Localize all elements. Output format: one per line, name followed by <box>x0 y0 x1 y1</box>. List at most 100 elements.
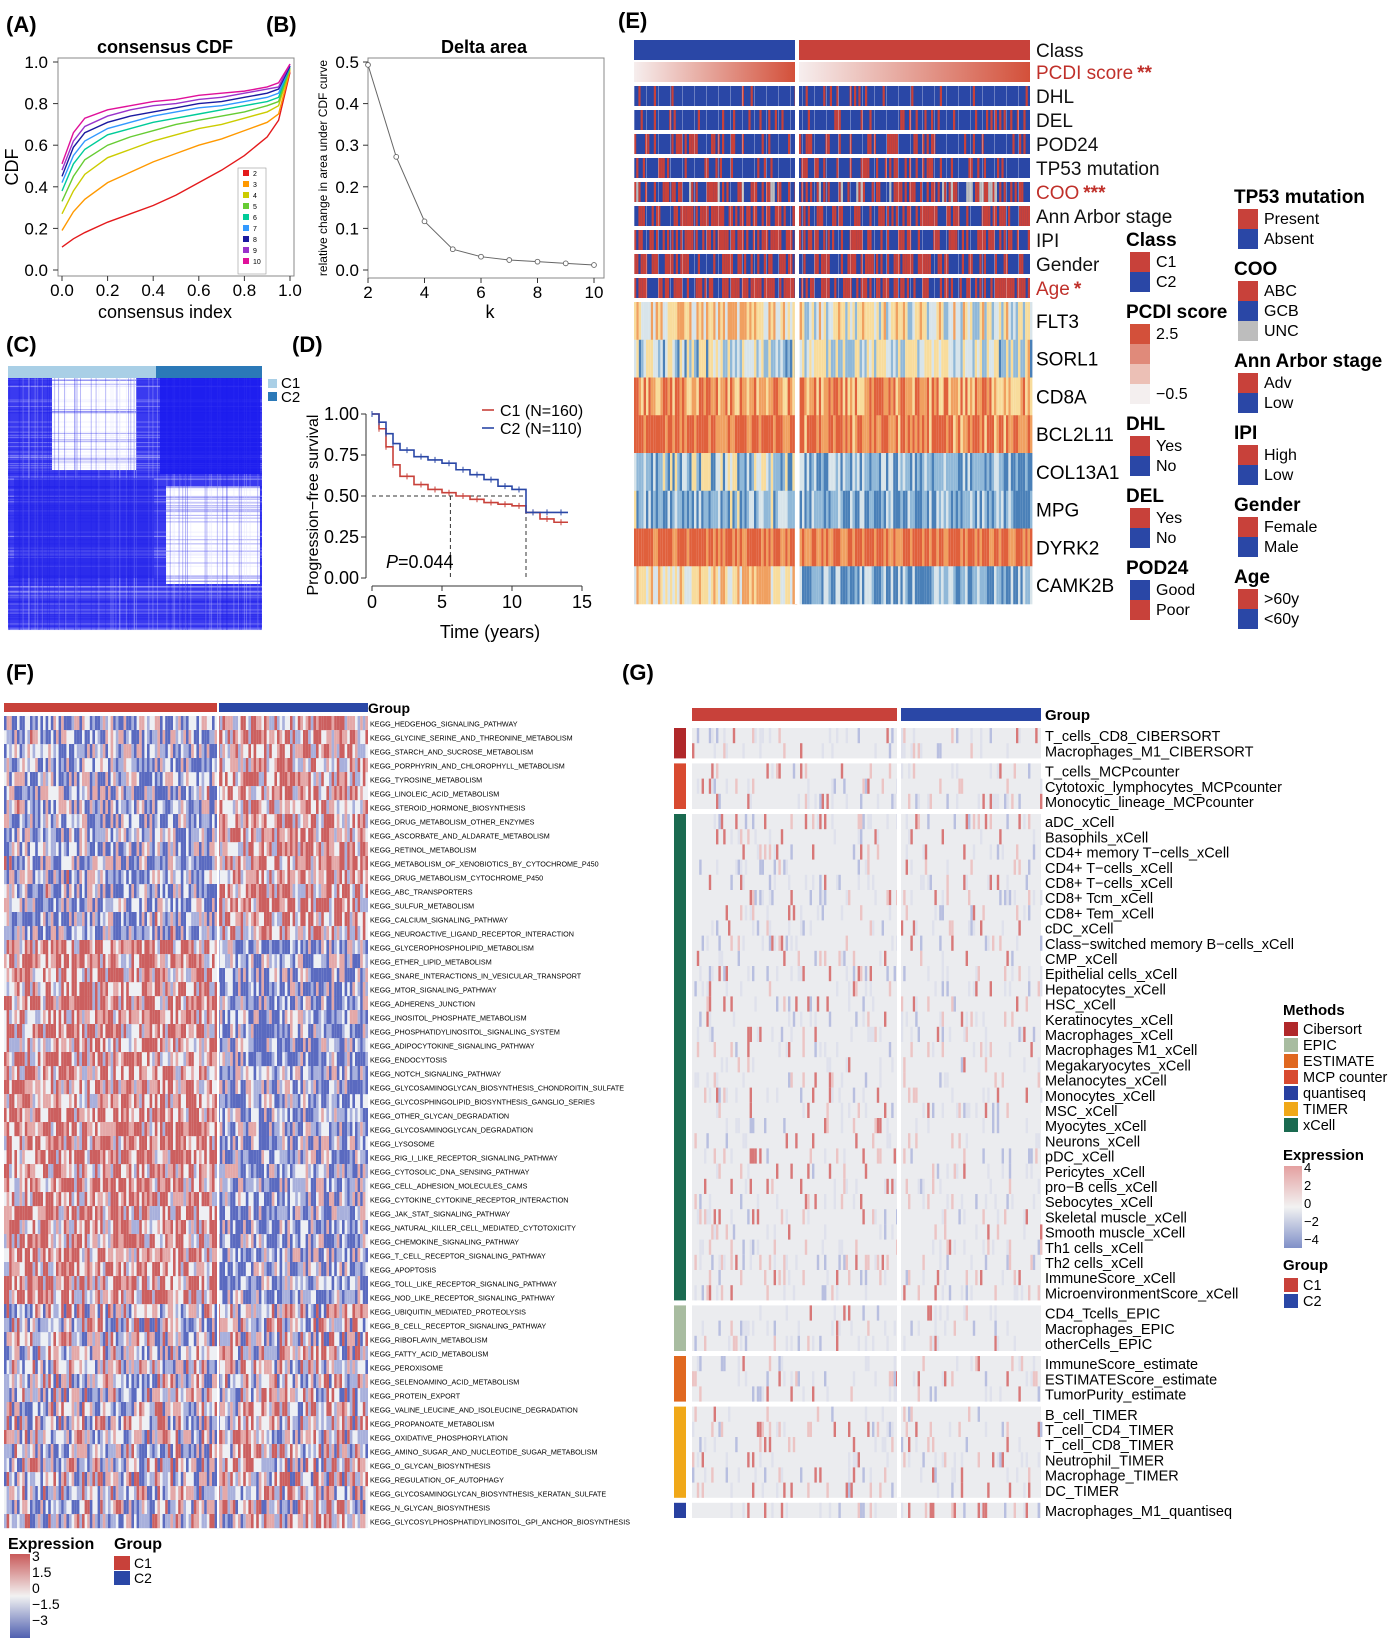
panel-e-gene-cell <box>948 453 951 492</box>
panel-e-gene-cell <box>965 415 968 454</box>
panel-c-texture-row <box>8 461 262 463</box>
panel-f-cell <box>321 842 324 857</box>
panel-f-cell <box>232 898 236 913</box>
panel-f-cell <box>74 730 77 745</box>
panel-f-cell <box>134 842 137 857</box>
panel-f-cell <box>40 772 43 787</box>
panel-f-cell <box>344 982 348 997</box>
panel-f-cell <box>152 912 155 927</box>
panel-f-cell <box>188 828 192 843</box>
panel-e-gene-cell <box>744 528 747 567</box>
panel-e-ann-cell <box>931 206 934 226</box>
panel-f-cell <box>326 800 329 815</box>
panel-e-gene-cell <box>1001 490 1004 529</box>
panel-e-ann-cell <box>834 278 837 298</box>
panel-f-cell <box>115 786 119 801</box>
panel-f-cell <box>235 716 238 731</box>
panel-e-ann-cell <box>733 230 736 250</box>
panel-e-gene-cell <box>876 566 879 605</box>
panel-f-cell <box>110 814 114 829</box>
panel-e-gene-cell <box>677 453 680 492</box>
panel-e-ann-cell <box>895 254 898 274</box>
panel-e-gene-cell <box>982 377 985 416</box>
panel-e-ann-cell <box>860 182 863 202</box>
panel-e-gene-cell <box>823 377 826 416</box>
panel-c-texture-col <box>233 378 235 630</box>
panel-f-cell <box>245 814 249 829</box>
panel-e-gene-cell <box>946 566 949 605</box>
panel-e-ann-cell <box>642 158 645 178</box>
panel-e-gene-cell <box>1018 528 1021 567</box>
panel-e-gene-cell <box>701 453 704 492</box>
panel-e-gene-cell <box>809 339 812 378</box>
panel-f-cell <box>128 842 132 857</box>
panel-e-ann-cell <box>950 158 953 178</box>
panel-e-ann-sep <box>958 182 959 202</box>
panel-f-cell <box>248 772 251 787</box>
panel-e-ann-cell <box>895 278 898 298</box>
panel-f-cell <box>9 800 12 815</box>
panel-e-ann-sep <box>718 206 719 226</box>
panel-f-cell <box>50 940 54 955</box>
panel-e-gene-cell <box>847 339 850 378</box>
panel-e-gene-cell <box>773 490 776 529</box>
panel-f-cell <box>193 814 197 829</box>
panel-f-cell <box>251 856 254 871</box>
panel-f-cell <box>160 730 163 745</box>
panel-e-gene-cell <box>1013 490 1016 529</box>
panel-f-cell <box>63 940 67 955</box>
panel-e-ann-sep <box>970 278 971 298</box>
panel-f-cell <box>362 940 366 955</box>
panel-f-cell <box>336 758 340 773</box>
panel-f-cell <box>43 730 46 745</box>
panel-f-cell <box>136 758 140 773</box>
panel-e-ann-sep <box>682 230 683 250</box>
panel-f-cell <box>11 786 15 801</box>
panel-e-gene-cell <box>674 302 678 341</box>
panel-e-gene-cell <box>960 377 963 416</box>
panel-f-cell <box>362 912 366 927</box>
panel-f-cell <box>22 982 25 997</box>
panel-e-ann-cell <box>1027 230 1030 250</box>
panel-e-gene-cell <box>926 490 930 529</box>
panel-e-gene-cell <box>1003 377 1006 416</box>
panel-f-cell <box>17 926 20 941</box>
panel-e-gene-cell <box>1020 302 1023 341</box>
panel-e-gene-cell <box>734 377 738 416</box>
panel-a-legend-swatch <box>243 192 249 198</box>
panel-f-cell <box>183 898 186 913</box>
panel-e-gene-cell <box>936 415 939 454</box>
panel-e-ann-sep <box>754 182 755 202</box>
panel-a-legend-label: 6 <box>253 215 257 222</box>
panel-f-cell <box>147 884 150 899</box>
panel-f-cell <box>201 716 205 731</box>
panel-f-cell <box>245 842 249 857</box>
panel-e-ann-sep <box>994 182 995 202</box>
panel-f-cell <box>238 912 241 927</box>
panel-f-cell <box>121 758 124 773</box>
panel-f-cell <box>264 744 267 759</box>
panel-f-cell <box>243 968 246 983</box>
panel-e-gene-cell <box>924 339 927 378</box>
panel-e-ann-label-text: TP53 mutation <box>1036 159 1160 180</box>
panel-f-cell <box>152 968 155 983</box>
panel-e-gene-cell <box>672 415 675 454</box>
panel-e-gene-cell <box>919 566 922 605</box>
panel-e-ann-cell <box>717 206 720 226</box>
panel-f-cell <box>58 898 62 913</box>
panel-e-gene-cell <box>708 453 711 492</box>
panel-e-ann-cell <box>722 182 725 202</box>
panel-f-cell <box>14 870 17 885</box>
panel-e-ann-cell <box>667 182 670 202</box>
panel-e-ann-cell <box>733 134 736 154</box>
panel-e-gene-cell <box>914 453 918 492</box>
panel-e-gene-cell <box>785 490 788 529</box>
panel-f-cell <box>310 968 314 983</box>
panel-e-gene-cell <box>878 415 882 454</box>
panel-e-gene-cell <box>1022 566 1026 605</box>
panel-e-gene-cell <box>749 377 752 416</box>
panel-e-gene-cell <box>972 453 975 492</box>
panel-f-cell <box>160 926 163 941</box>
panel-e-gene-cell <box>979 528 982 567</box>
panel-f-cell <box>71 800 75 815</box>
